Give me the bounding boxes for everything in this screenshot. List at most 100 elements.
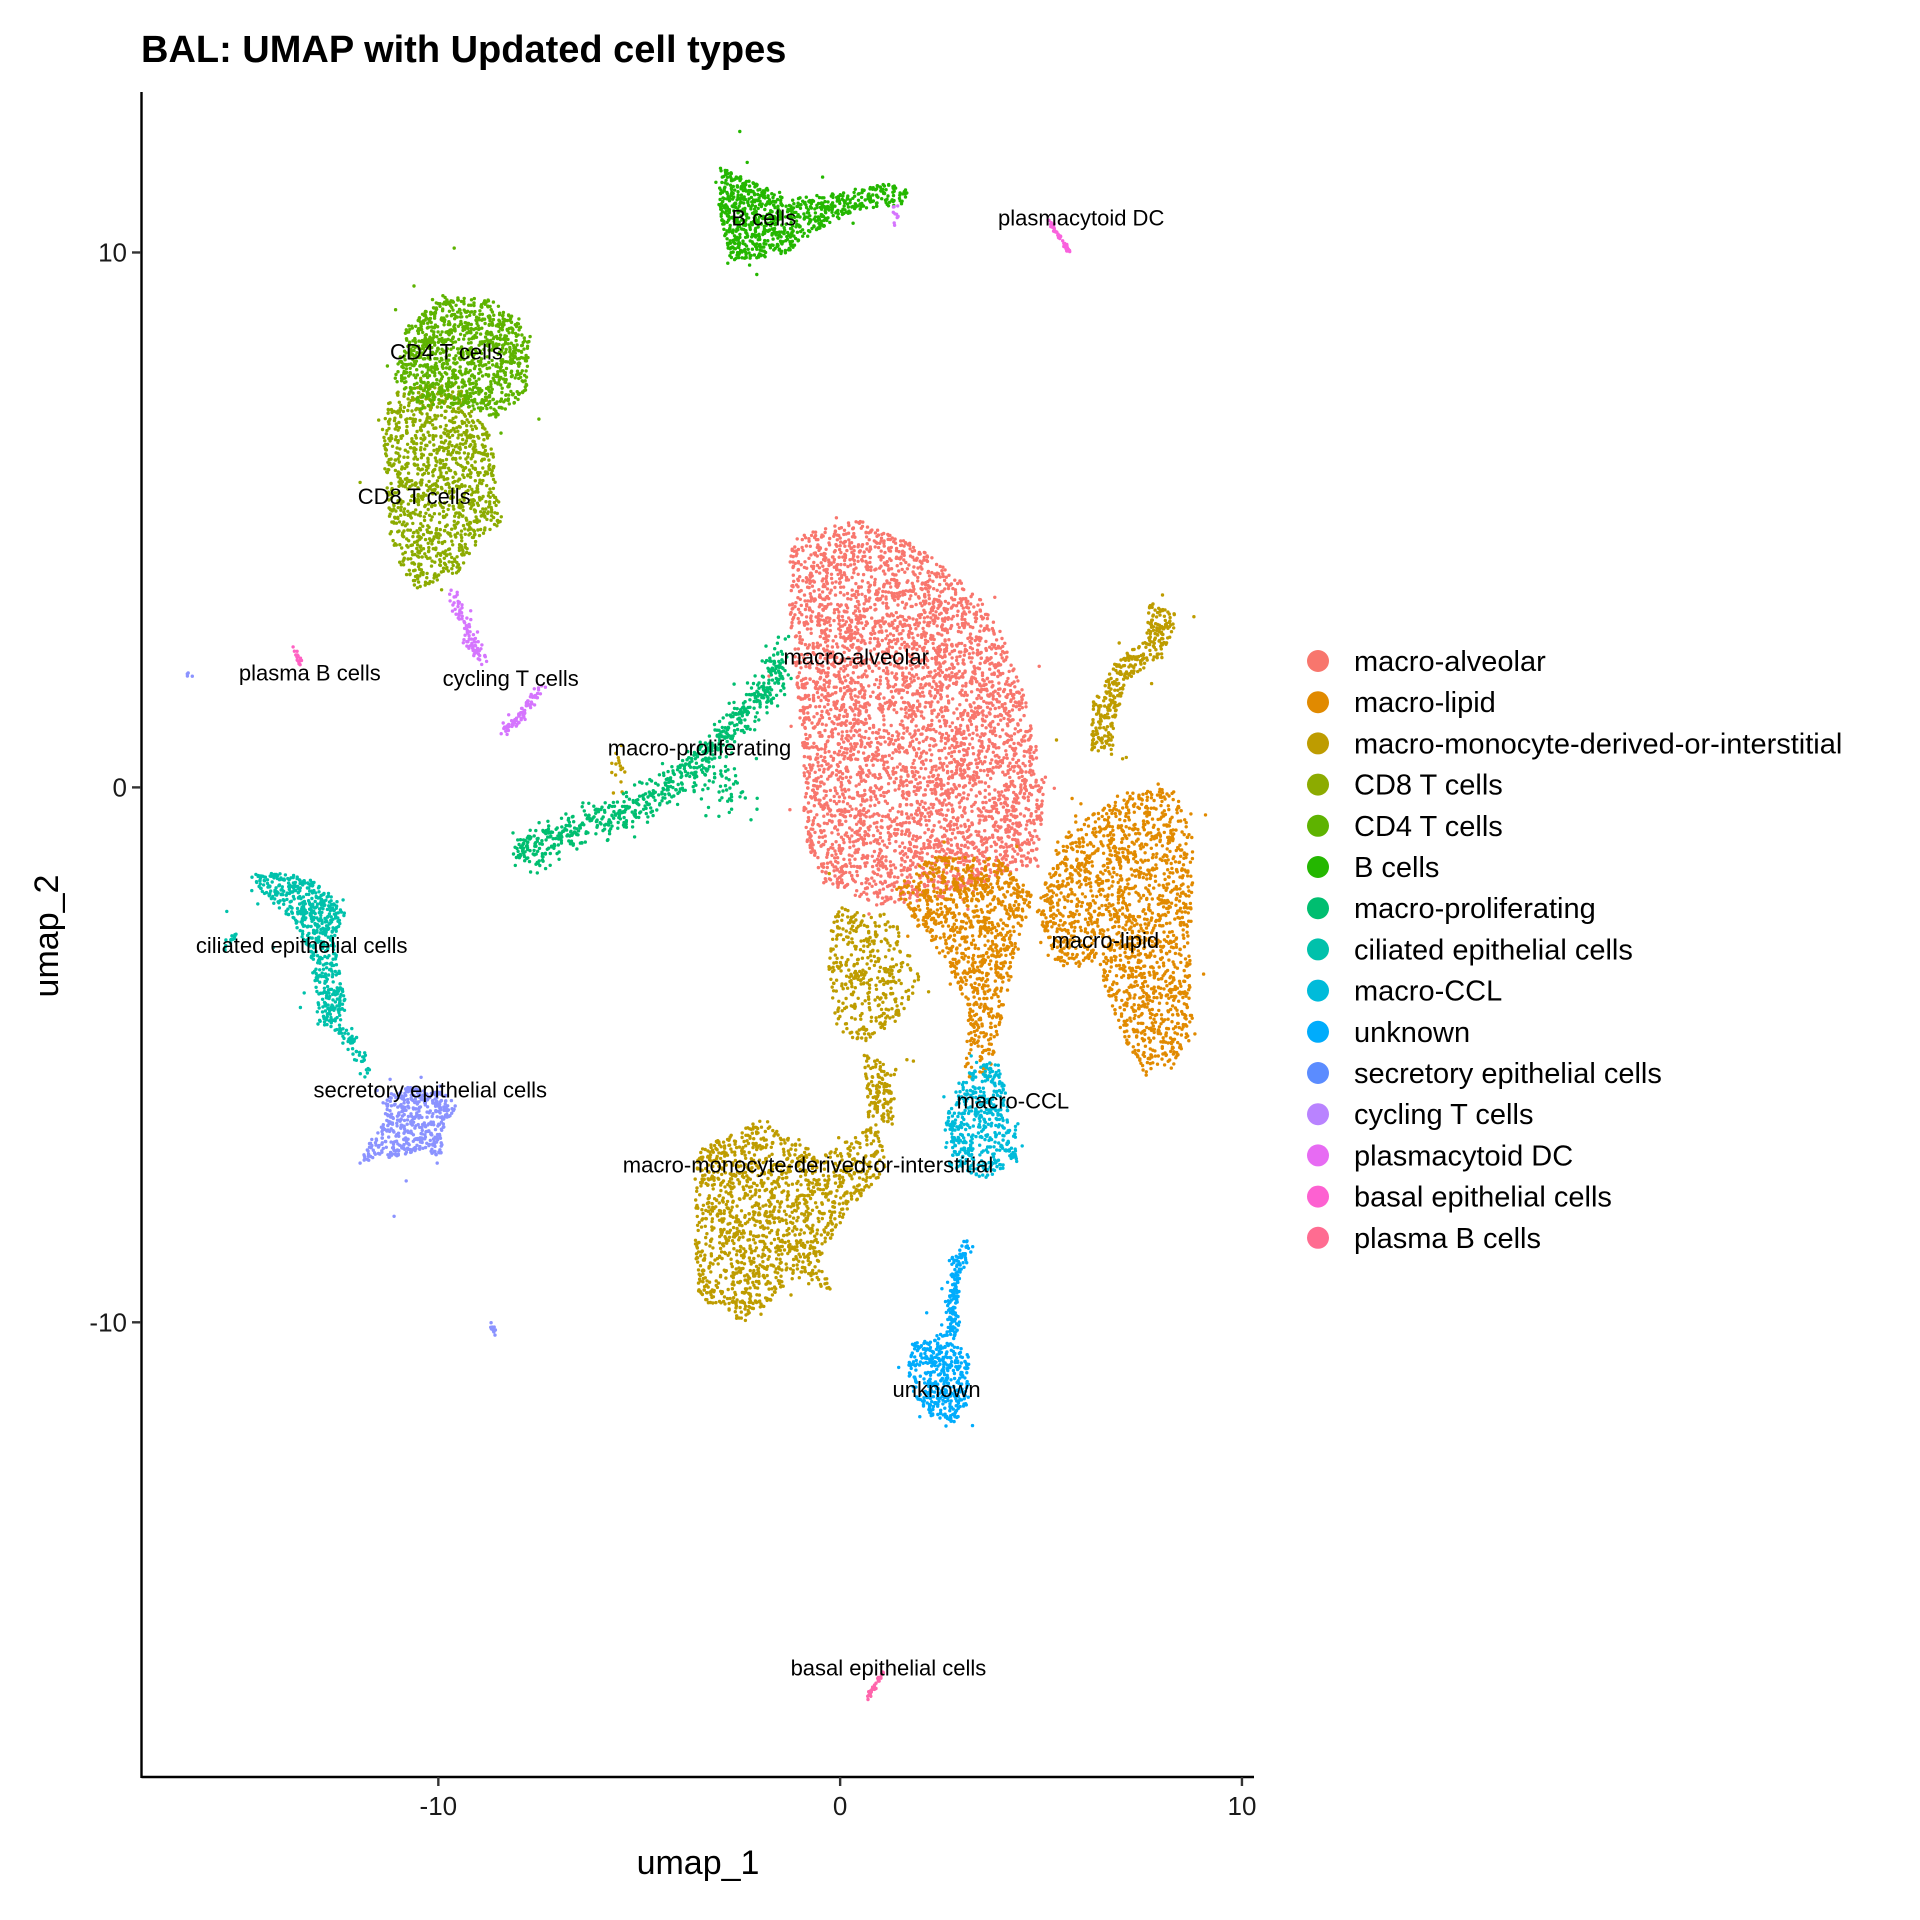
scatter-point — [1075, 909, 1079, 913]
scatter-point — [1004, 830, 1008, 834]
scatter-point — [971, 731, 975, 735]
scatter-point — [810, 745, 814, 749]
scatter-point — [822, 805, 827, 810]
scatter-point — [946, 791, 950, 796]
scatter-point — [827, 716, 832, 721]
scatter-point — [1017, 776, 1021, 780]
scatter-point — [1039, 896, 1043, 900]
scatter-point — [923, 634, 927, 638]
scatter-point — [929, 694, 933, 698]
scatter-point — [994, 801, 998, 805]
scatter-point — [838, 812, 842, 816]
scatter-point — [812, 849, 817, 853]
scatter-point — [1125, 805, 1129, 809]
scatter-point — [991, 796, 995, 801]
scatter-point — [1004, 802, 1008, 806]
scatter-point — [919, 823, 923, 827]
scatter-point — [1016, 679, 1020, 683]
scatter-point — [888, 639, 893, 644]
scatter-point — [900, 873, 904, 877]
scatter-point — [851, 724, 856, 728]
scatter-point — [1143, 1044, 1148, 1048]
scatter-point — [1040, 778, 1044, 782]
scatter-point — [867, 882, 872, 886]
scatter-point — [833, 789, 838, 793]
scatter-point — [946, 788, 950, 792]
scatter-point — [939, 825, 943, 829]
scatter-point — [1188, 860, 1193, 864]
scatter-point — [859, 779, 864, 783]
scatter-point — [971, 773, 976, 778]
scatter-point — [1065, 867, 1069, 871]
scatter-point — [838, 687, 843, 691]
scatter-point — [845, 729, 849, 734]
scatter-point — [940, 655, 945, 660]
scatter-point — [922, 776, 926, 780]
scatter-point — [910, 884, 914, 889]
scatter-point — [802, 744, 806, 748]
scatter-point — [904, 618, 909, 623]
scatter-point — [964, 605, 969, 609]
scatter-point — [1005, 679, 1009, 684]
scatter-point — [955, 740, 959, 745]
scatter-point — [837, 670, 841, 674]
scatter-point — [900, 552, 905, 556]
scatter-point — [904, 602, 909, 606]
scatter-point — [812, 599, 816, 603]
scatter-point — [939, 697, 943, 701]
scatter-point — [826, 762, 830, 766]
scatter-point — [872, 539, 876, 543]
scatter-point — [877, 772, 882, 777]
scatter-point — [913, 766, 917, 770]
scatter-point — [834, 634, 838, 639]
scatter-point — [971, 651, 975, 655]
scatter-point — [835, 544, 839, 548]
scatter-point — [1027, 831, 1032, 835]
scatter-point — [977, 833, 981, 837]
scatter-point — [808, 835, 812, 840]
scatter-point — [843, 789, 848, 793]
scatter-point — [862, 550, 866, 554]
scatter-point — [977, 821, 981, 825]
scatter-point — [1166, 910, 1171, 914]
scatter-point — [928, 611, 932, 615]
scatter-point — [825, 801, 829, 805]
scatter-point — [1026, 795, 1030, 799]
scatter-point — [1035, 817, 1039, 821]
scatter-point — [914, 769, 918, 774]
scatter-point — [908, 780, 912, 784]
scatter-point — [910, 604, 914, 609]
scatter-point — [930, 556, 934, 560]
scatter-point — [927, 596, 931, 601]
scatter-point — [904, 560, 908, 565]
scatter-point — [1034, 847, 1039, 851]
scatter-point — [838, 590, 843, 595]
scatter-point — [1001, 805, 1006, 809]
scatter-point — [871, 870, 875, 874]
scatter-point — [911, 545, 916, 550]
scatter-point — [973, 616, 977, 620]
scatter-point — [1122, 1008, 1127, 1012]
scatter-point — [899, 561, 903, 566]
scatter-point — [935, 776, 940, 781]
scatter-point — [970, 822, 974, 827]
scatter-point — [880, 630, 884, 634]
scatter-point — [850, 834, 854, 838]
scatter-point — [878, 735, 882, 739]
scatter-point — [950, 721, 955, 725]
scatter-point — [960, 603, 964, 608]
scatter-point — [905, 855, 910, 859]
scatter-point — [864, 559, 868, 564]
scatter-point — [811, 679, 816, 684]
scatter-point — [943, 568, 947, 572]
scatter-point — [938, 680, 942, 684]
scatter-point — [932, 600, 936, 604]
scatter-point — [852, 534, 856, 538]
scatter-point — [857, 603, 861, 607]
scatter-point — [919, 814, 923, 818]
scatter-point — [942, 817, 947, 821]
scatter-point — [858, 819, 863, 823]
scatter-point — [959, 824, 963, 828]
scatter-point — [1019, 783, 1023, 787]
scatter-point — [864, 531, 868, 535]
